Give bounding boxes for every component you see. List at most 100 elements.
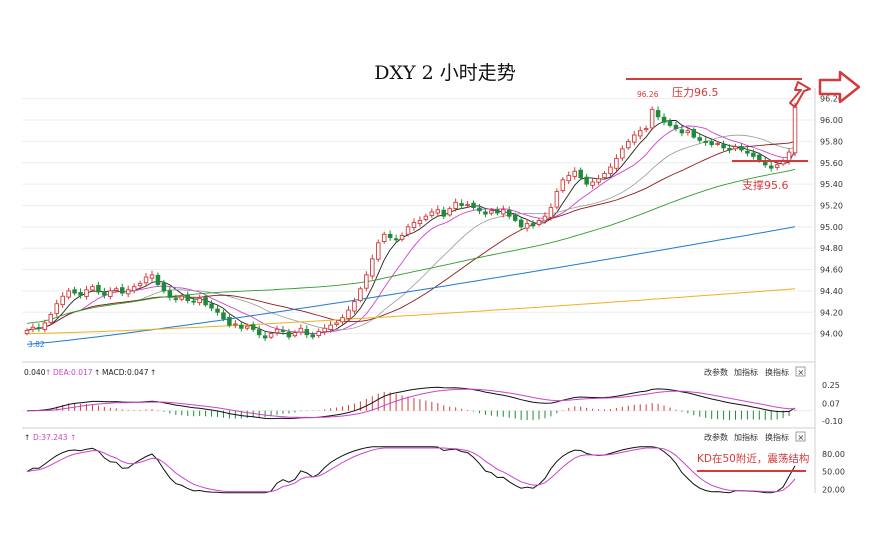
y-tick-label: 94.60: [820, 266, 843, 275]
switch-indicator-button[interactable]: 换指标: [765, 367, 789, 377]
candle-body: [560, 179, 566, 192]
add-indicator-button[interactable]: 加指标: [734, 367, 758, 377]
chart-title: DXY 2 小时走势: [374, 62, 515, 84]
candle-body: [471, 202, 476, 209]
candle-body: [364, 274, 369, 289]
close-icon[interactable]: [795, 431, 806, 442]
candle-body: [72, 289, 77, 294]
candle-body: [685, 130, 691, 134]
candle-body: [310, 334, 316, 338]
candle-body: [298, 327, 304, 333]
y-tick-label: 95.60: [820, 159, 843, 168]
candle-body: [328, 324, 333, 330]
candle-body: [36, 327, 42, 330]
candle-body: [286, 331, 292, 338]
candle-body: [536, 219, 542, 225]
candle-body: [346, 309, 351, 319]
candle-body: [721, 144, 726, 149]
candle-body: [125, 289, 131, 295]
candle-body: [227, 317, 232, 326]
low-value-label: 3.82: [28, 340, 45, 349]
y-tick-label: 95.00: [820, 223, 843, 232]
candle-body: [792, 106, 798, 154]
arrow-up-icon: ↑: [45, 368, 51, 377]
candle-body: [602, 172, 607, 178]
candle-body: [387, 233, 393, 238]
candle-body: [30, 326, 36, 330]
y-tick-label: 0.07: [822, 400, 840, 409]
candle-body: [393, 238, 399, 241]
candle-body: [245, 325, 250, 329]
y-tick-label: 94.00: [820, 330, 843, 339]
candle-body: [655, 110, 661, 118]
candle-body: [274, 328, 280, 334]
ma30-line: [26, 140, 796, 331]
candle-body: [620, 148, 625, 159]
candle-body: [292, 332, 298, 337]
candle-body: [66, 290, 71, 298]
switch-indicator-button[interactable]: 换指标: [765, 432, 789, 442]
macd-panel: 0.040 DEA:0.017 MACD:0.047 ↑ ↑ ↑ 改参数 加指标换…: [22, 366, 843, 429]
candle-body: [155, 274, 161, 285]
candle-body: [548, 207, 554, 218]
change-params-button[interactable]: 改参数: [704, 432, 728, 442]
candle-body: [423, 215, 429, 220]
candle-body: [161, 282, 167, 292]
candle-body: [167, 290, 173, 298]
candle-body: [483, 211, 488, 215]
candle-body: [280, 329, 286, 332]
candle-body: [149, 274, 155, 279]
d-line: [26, 447, 796, 493]
candle-body: [459, 203, 464, 206]
candle-body: [447, 208, 452, 216]
add-indicator-button[interactable]: 加指标: [734, 432, 758, 442]
candle-body: [643, 128, 649, 131]
candle-body: [233, 323, 238, 326]
macd-dif-legend: 0.040: [24, 368, 46, 377]
candle-body: [376, 242, 381, 260]
candle-body: [24, 329, 30, 335]
candle-body: [191, 300, 196, 303]
change-params-button[interactable]: 改参数: [704, 367, 728, 377]
candle-body: [102, 291, 107, 296]
candle-body: [739, 146, 744, 151]
candle-body: [733, 146, 738, 150]
candle-body: [709, 141, 714, 146]
candle-body: [584, 176, 589, 185]
candle-body: [48, 313, 54, 323]
y-tick-label: 20.00: [822, 485, 845, 494]
candle-body: [489, 210, 494, 214]
candle-body: [131, 286, 137, 292]
candle-body: [60, 295, 65, 306]
candle-body: [203, 297, 208, 306]
candle-body: [429, 211, 435, 216]
candle-body: [530, 223, 536, 227]
candle-body: [108, 290, 113, 297]
candle-body: [78, 292, 83, 296]
ma20-line: [26, 134, 796, 331]
close-icon-glyph[interactable]: ×: [798, 368, 805, 377]
candle-body: [649, 108, 655, 129]
candle-body: [381, 233, 387, 243]
y-tick-label: 96.20: [820, 95, 843, 104]
candle-body: [757, 154, 762, 162]
right-arrow-icon: [818, 70, 861, 104]
support-label: 支撑95.6: [742, 178, 789, 192]
candle-body: [524, 223, 530, 229]
ma250-line: [27, 288, 796, 335]
candle-body: [358, 288, 363, 302]
y-tick-label: 95.40: [820, 180, 843, 189]
candle-body: [679, 129, 685, 134]
candle-body: [608, 166, 613, 175]
candle-body: [572, 170, 577, 177]
close-icon[interactable]: [795, 366, 806, 377]
k-line: [26, 446, 796, 494]
candle-body: [411, 222, 417, 228]
candle-body: [370, 258, 375, 277]
candle-body: [417, 219, 423, 225]
candle-body: [262, 335, 268, 339]
close-icon-glyph[interactable]: ×: [798, 433, 805, 442]
candle-body: [590, 181, 595, 186]
high-value-label: 96.26: [637, 90, 659, 99]
